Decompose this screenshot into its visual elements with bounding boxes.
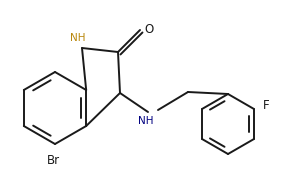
Text: NH: NH (70, 33, 86, 43)
Text: F: F (263, 99, 269, 111)
Text: Br: Br (46, 153, 60, 166)
Text: NH: NH (138, 116, 154, 126)
Text: O: O (144, 23, 154, 36)
